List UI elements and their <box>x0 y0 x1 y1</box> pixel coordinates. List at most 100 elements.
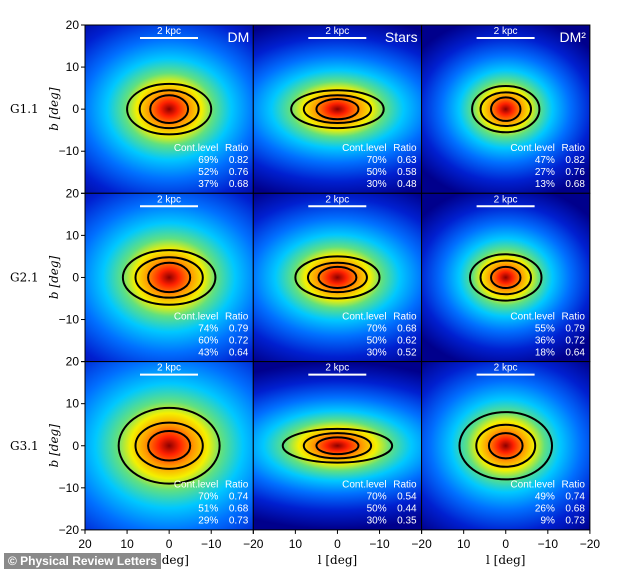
column-title: DM <box>228 29 250 45</box>
table-header-level: Cont.level <box>342 311 386 322</box>
axis-ratio: 0.64 <box>229 347 249 358</box>
y-tick-label: −10 <box>59 481 80 495</box>
axis-ratio: 0.72 <box>565 335 585 346</box>
contour-line <box>134 421 204 470</box>
contour-level: 36% <box>535 335 555 346</box>
table-header-ratio: Ratio <box>225 143 249 154</box>
column-title: Stars <box>385 29 418 45</box>
x-tick-label: 10 <box>457 537 471 551</box>
axis-ratio: 0.74 <box>565 492 585 503</box>
contour-level: 30% <box>367 179 387 190</box>
contour-line <box>475 423 537 468</box>
x-tick-label: 0 <box>334 537 341 551</box>
contour-line <box>147 430 192 462</box>
contour-line <box>302 94 373 125</box>
axis-ratio: 0.76 <box>565 167 585 178</box>
contour-level: 37% <box>198 179 218 190</box>
axis-ratio: 0.82 <box>229 155 249 166</box>
panel-G1.1-Stars: 2 kpc Stars Cont.level Ratio 70% 0.63 50% 0.58 3… <box>252 24 423 194</box>
axis-ratio: 0.68 <box>229 179 249 190</box>
contour-level: 47% <box>535 155 555 166</box>
table-header-ratio: Ratio <box>393 480 417 491</box>
y-tick-label: 10 <box>66 228 80 242</box>
axis-ratio: 0.44 <box>397 504 417 515</box>
axis-ratio: 0.72 <box>229 335 249 346</box>
axis-ratio: 0.68 <box>565 504 585 515</box>
table-header-level: Cont.level <box>342 143 386 154</box>
x-tick-label: −10 <box>538 537 559 551</box>
y-tick-label: −10 <box>59 144 80 158</box>
contour-line <box>290 89 385 130</box>
contour-level: 49% <box>535 492 555 503</box>
y-axis-label: b [deg] <box>47 255 61 299</box>
scale-bar-label: 2 kpc <box>494 26 518 37</box>
x-axis-label: l [deg] <box>486 553 525 567</box>
scale-bar-label: 2 kpc <box>325 363 349 374</box>
y-tick-label: −20 <box>59 523 80 537</box>
table-header-level: Cont.level <box>174 311 218 322</box>
table-header-level: Cont.level <box>342 480 386 491</box>
contour-line <box>479 259 532 296</box>
panel-G2.1-DM²: 2 kpc Cont.level Ratio 55% 0.79 36% 0.72 18% 0.6… <box>421 192 591 363</box>
contour-line <box>117 406 221 485</box>
axis-ratio: 0.82 <box>565 155 585 166</box>
density-map <box>421 361 590 530</box>
y-tick-label: 0 <box>72 270 79 284</box>
contour-level: 50% <box>367 167 387 178</box>
contour-line <box>468 253 543 302</box>
contour-level: 70% <box>367 323 387 334</box>
axis-ratio: 0.79 <box>229 323 249 334</box>
contour-level: 29% <box>198 516 218 527</box>
density-map <box>253 25 422 194</box>
scale-bar-label: 2 kpc <box>157 194 181 205</box>
axis-ratio: 0.68 <box>565 179 585 190</box>
axis-ratio: 0.68 <box>397 323 417 334</box>
contour-level: 26% <box>535 504 555 515</box>
contour-level: 50% <box>367 335 387 346</box>
contour-level: 70% <box>367 155 387 166</box>
density-map <box>253 193 422 362</box>
table-header-level: Cont.level <box>174 480 218 491</box>
contour-line <box>458 411 554 481</box>
density-map <box>421 193 590 362</box>
contour-line <box>487 432 524 460</box>
contour-level: 52% <box>198 167 218 178</box>
column-title: DM² <box>559 29 586 45</box>
y-tick-label: 20 <box>66 186 80 200</box>
panel-G3.1-DM: 2 kpc Cont.level Ratio 70% 0.74 51% 0.68 29% 0.7… <box>84 361 254 531</box>
row-label: G3.1 <box>10 439 39 453</box>
x-tick-label: 0 <box>166 537 173 551</box>
contour-line <box>471 85 541 134</box>
scale-bar-label: 2 kpc <box>325 194 349 205</box>
contour-level: 51% <box>198 504 218 515</box>
axis-ratio: 0.35 <box>397 516 417 527</box>
table-header-ratio: Ratio <box>393 143 417 154</box>
scale-bar-label: 2 kpc <box>157 363 181 374</box>
contour-line <box>149 94 190 125</box>
table-header-ratio: Ratio <box>393 311 417 322</box>
table-header-ratio: Ratio <box>225 480 249 491</box>
density-map <box>85 25 254 194</box>
table-header-level: Cont.level <box>174 143 218 154</box>
y-tick-label: 0 <box>72 102 79 116</box>
x-tick-label: −20 <box>411 537 432 551</box>
x-tick-label: −20 <box>580 537 601 551</box>
contour-level: 27% <box>535 167 555 178</box>
y-tick-label: 20 <box>66 355 80 369</box>
axis-ratio: 0.79 <box>565 323 585 334</box>
contour-level: 55% <box>535 323 555 334</box>
contour-line <box>126 82 213 136</box>
axis-ratio: 0.62 <box>397 335 417 346</box>
scale-bar-label: 2 kpc <box>494 363 518 374</box>
x-tick-label: −10 <box>201 537 222 551</box>
contour-level: 50% <box>367 504 387 515</box>
scale-bar-label: 2 kpc <box>494 194 518 205</box>
contour-level: 43% <box>198 347 218 358</box>
contour-line <box>134 256 204 299</box>
y-tick-label: 10 <box>66 60 80 74</box>
scale-bar-label: 2 kpc <box>325 26 349 37</box>
table-header-level: Cont.level <box>510 480 554 491</box>
contour-line <box>138 89 200 130</box>
